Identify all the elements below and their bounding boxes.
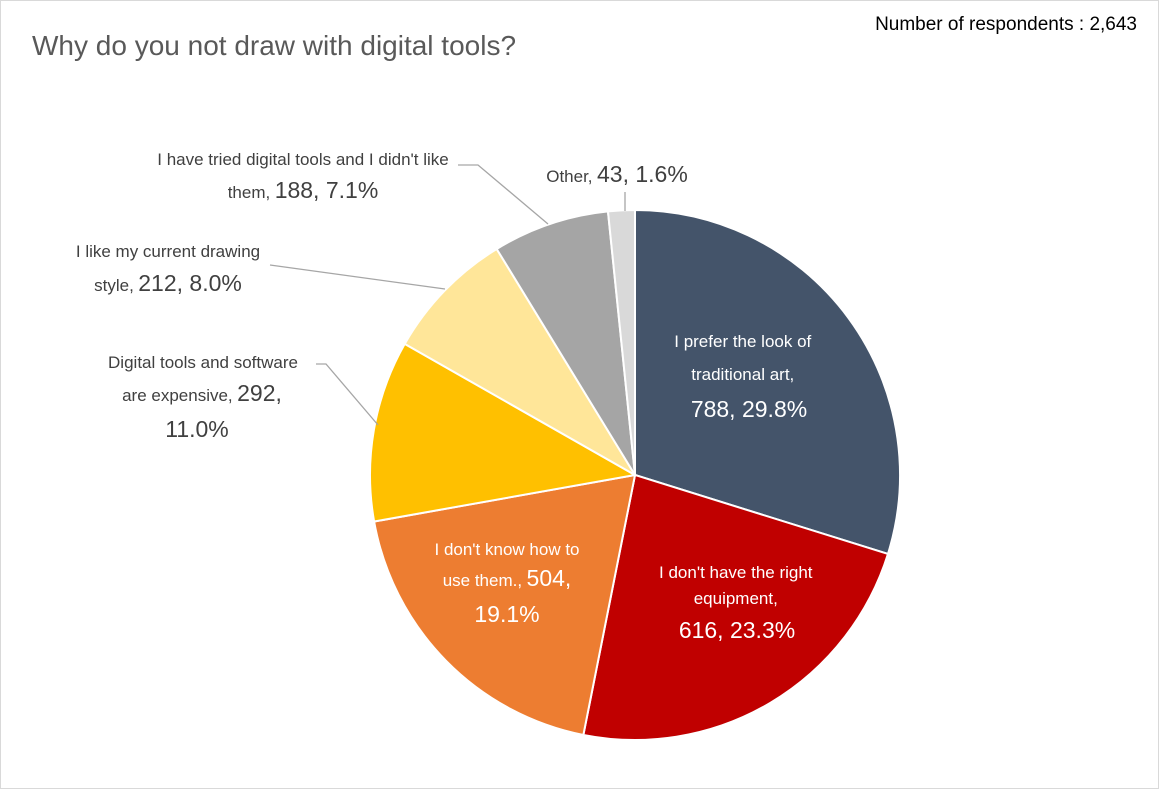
pie-slice-tried-digital — [495, 210, 636, 476]
leader-line-expensive — [316, 363, 379, 426]
leader-line-tried — [458, 164, 549, 225]
pie-slice-traditional-art — [634, 208, 902, 556]
data-label-tried-digital-line2: them, 188, 7.1% — [228, 177, 379, 203]
data-label-dont-know: I don't know how to — [435, 540, 580, 559]
pie-slice-expensive — [369, 342, 638, 523]
pie-slice-other — [606, 208, 636, 476]
data-label-expensive: Digital tools and software — [108, 353, 298, 372]
data-label-expensive-line2: are expensive, 292, — [122, 380, 282, 406]
pie-slices — [369, 208, 902, 741]
chart-title: Why do you not draw with digital tools? — [32, 30, 517, 61]
pie-slice-drawing-style — [403, 247, 636, 476]
pie-slice-dont-know — [372, 473, 637, 737]
data-label-expensive-line3: 11.0% — [165, 416, 229, 442]
data-label-other: Other, 43, 1.6% — [546, 161, 688, 187]
leader-lines — [269, 164, 626, 426]
respondents-note: Number of respondents : 2,643 — [875, 14, 1137, 35]
data-label-traditional-art: I prefer the look of traditional art, 78… — [674, 332, 815, 422]
pie-slice-equipment — [582, 473, 890, 741]
data-label-drawing-style: I like my current drawing — [76, 242, 260, 261]
data-label-equipment: I don't have the right equipment, 616, 2… — [659, 563, 817, 643]
data-label-dont-know-line2: use them., 504, — [443, 565, 572, 591]
data-label-drawing-style-line2: style, 212, 8.0% — [94, 270, 242, 296]
data-label-tried-digital: I have tried digital tools and I didn't … — [157, 150, 448, 169]
data-label-dont-know-line3: 19.1% — [474, 601, 539, 627]
leader-line-style — [269, 264, 446, 290]
